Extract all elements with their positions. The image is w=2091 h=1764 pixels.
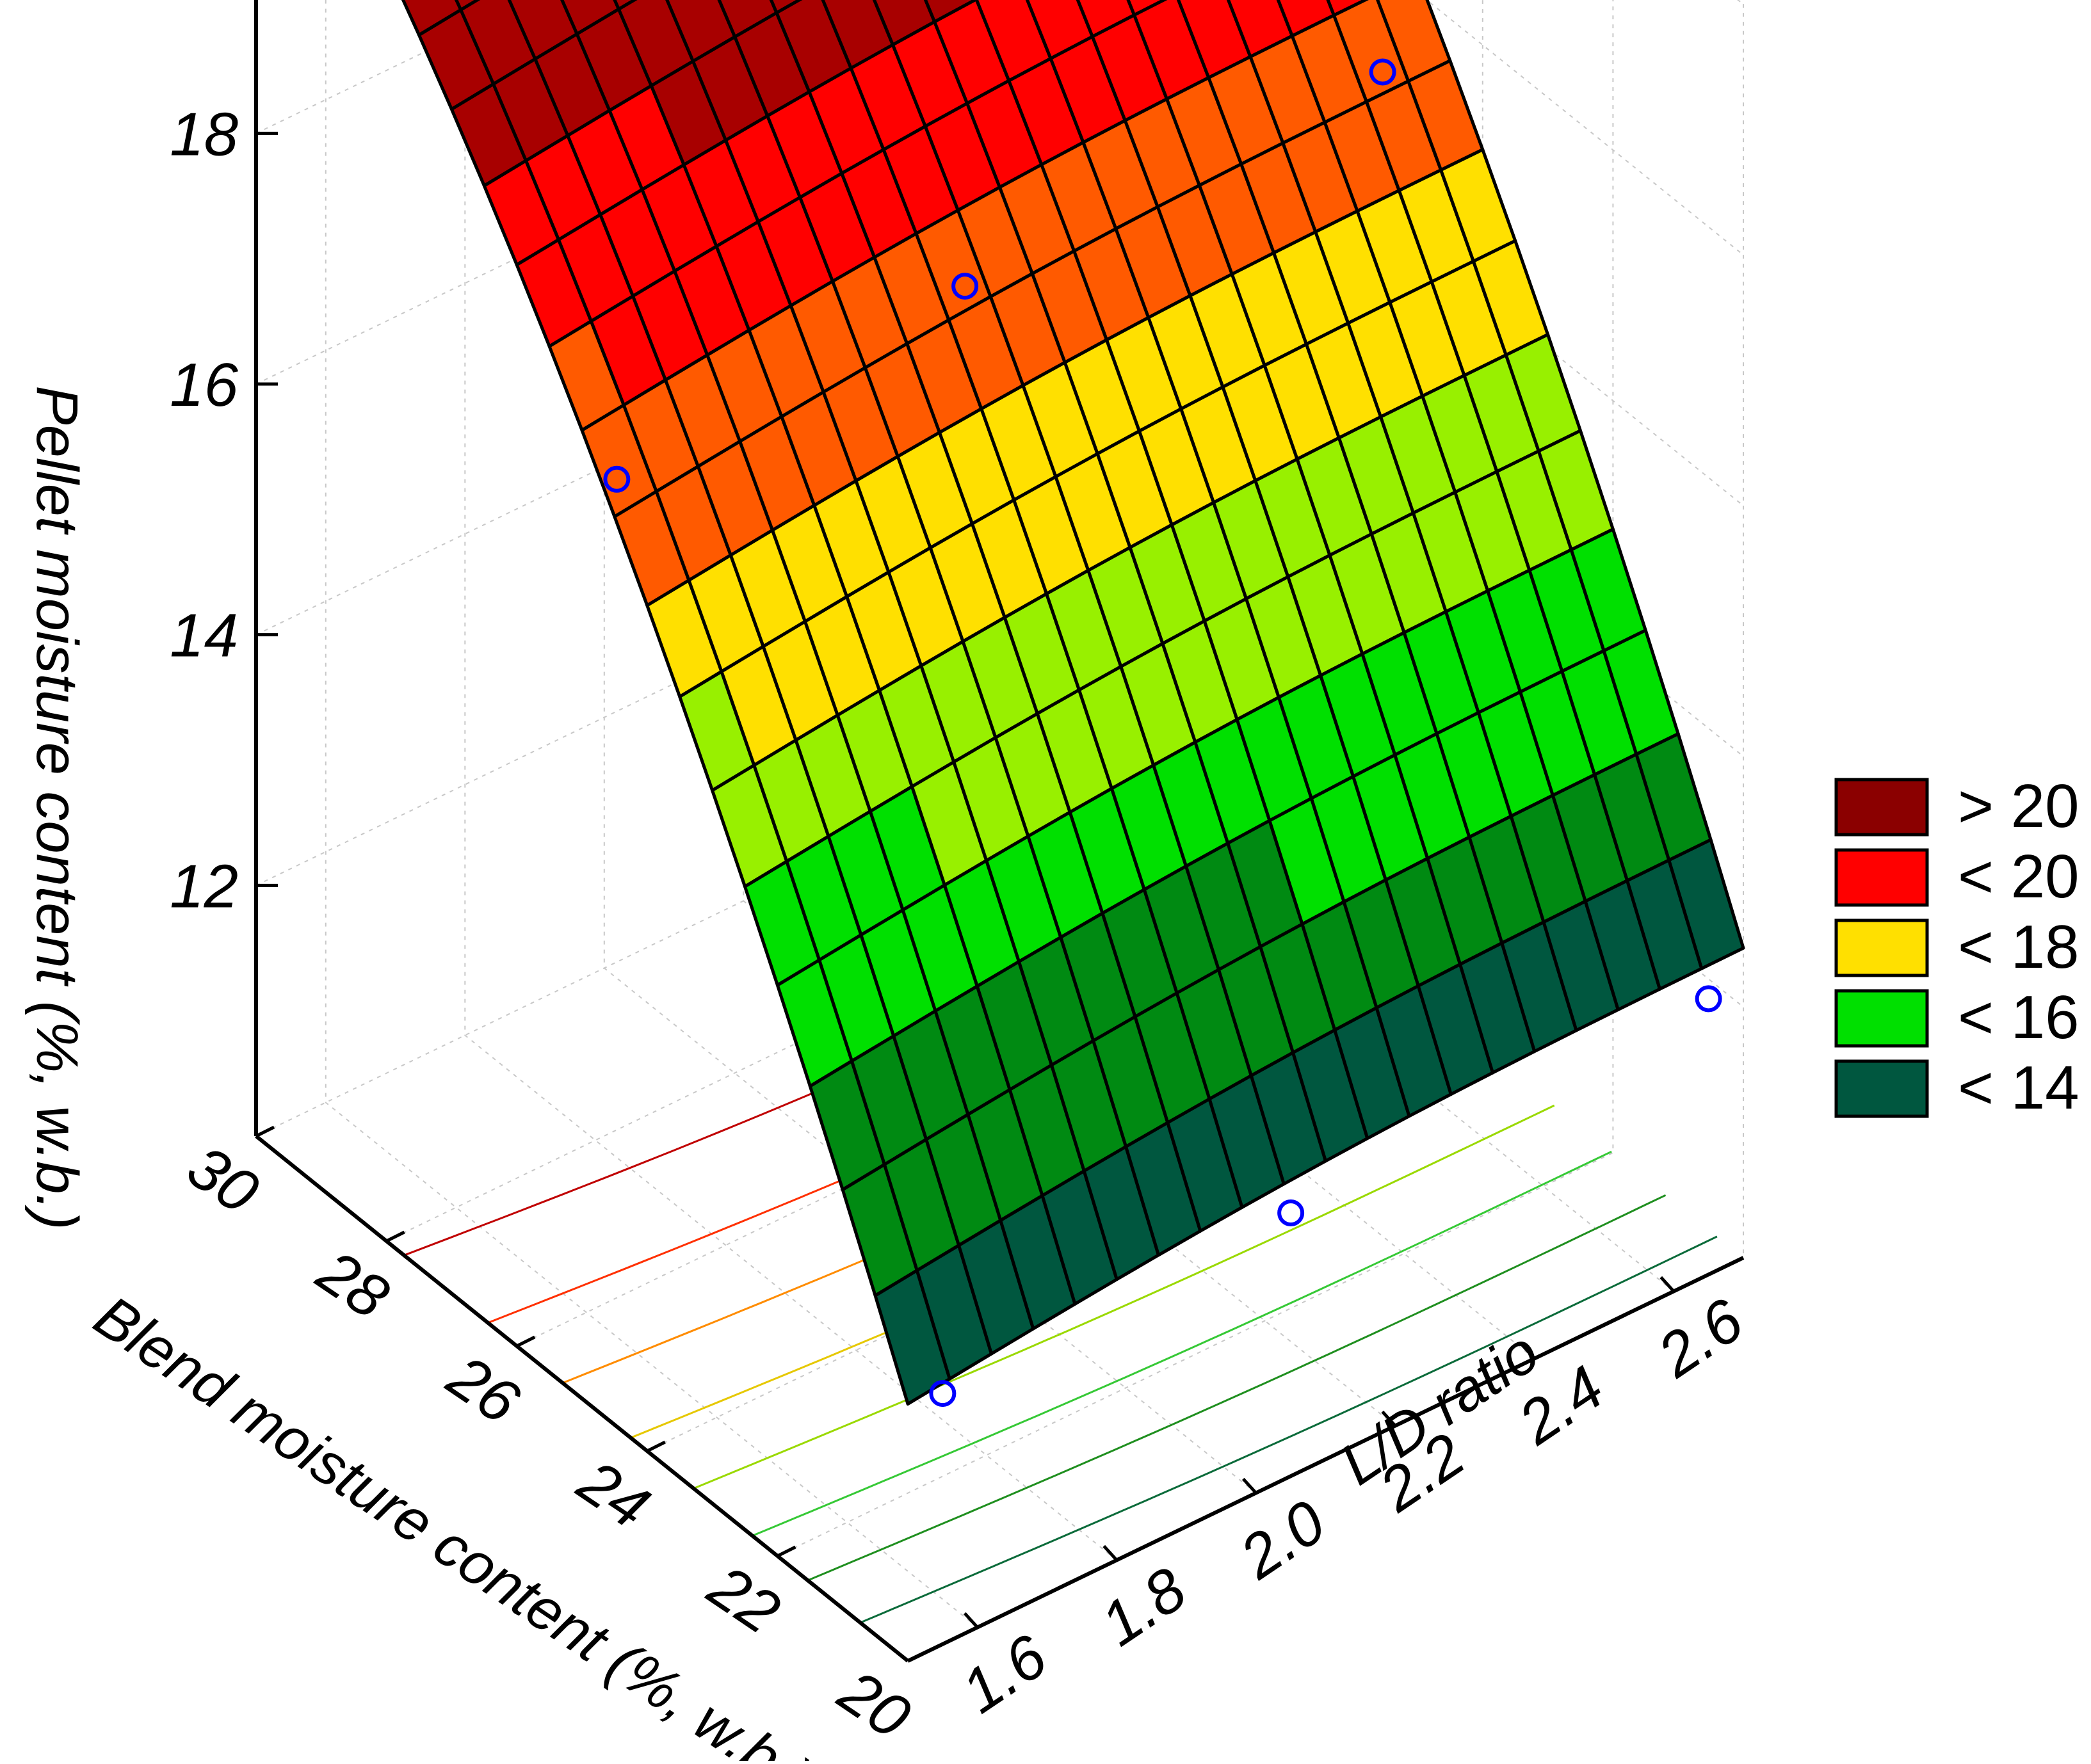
design-point xyxy=(1277,1199,1305,1226)
legend: > 20< 20< 18< 16< 14 xyxy=(1834,772,2079,1122)
y-tick xyxy=(777,1545,796,1558)
design-points xyxy=(603,58,1722,1407)
design-point xyxy=(1369,58,1396,86)
y-tick xyxy=(516,1335,536,1348)
legend-label: < 18 xyxy=(1958,913,2079,981)
z-tick-label: 18 xyxy=(170,100,238,168)
legend-swatch xyxy=(1834,1059,1929,1118)
y-tick xyxy=(255,1125,275,1138)
x-tick xyxy=(1102,1544,1118,1562)
contour-line xyxy=(860,1235,1718,1624)
legend-swatch xyxy=(1834,848,1929,907)
design-point xyxy=(1695,985,1722,1013)
x-tick xyxy=(1381,1410,1397,1427)
x-tick-label: 1.8 xyxy=(1089,1555,1198,1659)
y-tick xyxy=(385,1230,405,1243)
x-tick xyxy=(963,1612,979,1629)
y-tick-label: 26 xyxy=(435,1342,531,1437)
legend-label: < 16 xyxy=(1958,983,2079,1052)
legend-label: < 20 xyxy=(1958,842,2079,911)
y-axis-label: Blend moisture content (%, w.b.) xyxy=(83,1283,823,1761)
response-surface xyxy=(401,0,1745,1406)
y-tick-label: 28 xyxy=(305,1237,401,1332)
y-tick xyxy=(907,1650,927,1663)
y-tick xyxy=(646,1440,666,1453)
z-tick-label: 16 xyxy=(170,351,238,419)
grid-line-y xyxy=(647,0,1483,1452)
contour-line xyxy=(693,1104,1555,1489)
design-point xyxy=(951,273,979,300)
y-tick-label: 24 xyxy=(566,1447,661,1542)
x-tick-label: 2.0 xyxy=(1228,1487,1337,1592)
z-axis-label: Pellet moisture content (%, w.b.) xyxy=(24,385,90,1230)
y-axis-line xyxy=(255,1134,909,1663)
legend-label: < 14 xyxy=(1958,1054,2079,1122)
x-axis-line xyxy=(907,1256,1745,1663)
design-point xyxy=(603,465,631,493)
legend-swatch xyxy=(1834,778,1929,837)
legend-label: > 20 xyxy=(1958,772,2079,840)
y-tick-label: 22 xyxy=(697,1552,792,1647)
z-tick-label: 14 xyxy=(170,602,238,670)
z-tick-label: 12 xyxy=(170,852,238,920)
x-tick-label: 2.6 xyxy=(1645,1286,1756,1391)
legend-swatch xyxy=(1834,989,1929,1048)
contour-line xyxy=(807,1194,1667,1582)
x-tick xyxy=(1520,1343,1536,1360)
y-tick-label: 20 xyxy=(827,1656,922,1752)
grid-line-x xyxy=(325,0,978,1628)
surface-cell xyxy=(1667,838,1745,970)
y-tick-label: 30 xyxy=(175,1132,270,1227)
x-tick xyxy=(1241,1477,1257,1495)
grid-line-y xyxy=(777,0,1614,1557)
contour-line xyxy=(752,1150,1612,1537)
legend-swatch xyxy=(1834,918,1929,977)
grid-line-y xyxy=(907,0,1744,1662)
x-tick-label: 1.6 xyxy=(949,1622,1059,1727)
x-tick xyxy=(1659,1276,1675,1293)
design-point xyxy=(929,1380,957,1407)
